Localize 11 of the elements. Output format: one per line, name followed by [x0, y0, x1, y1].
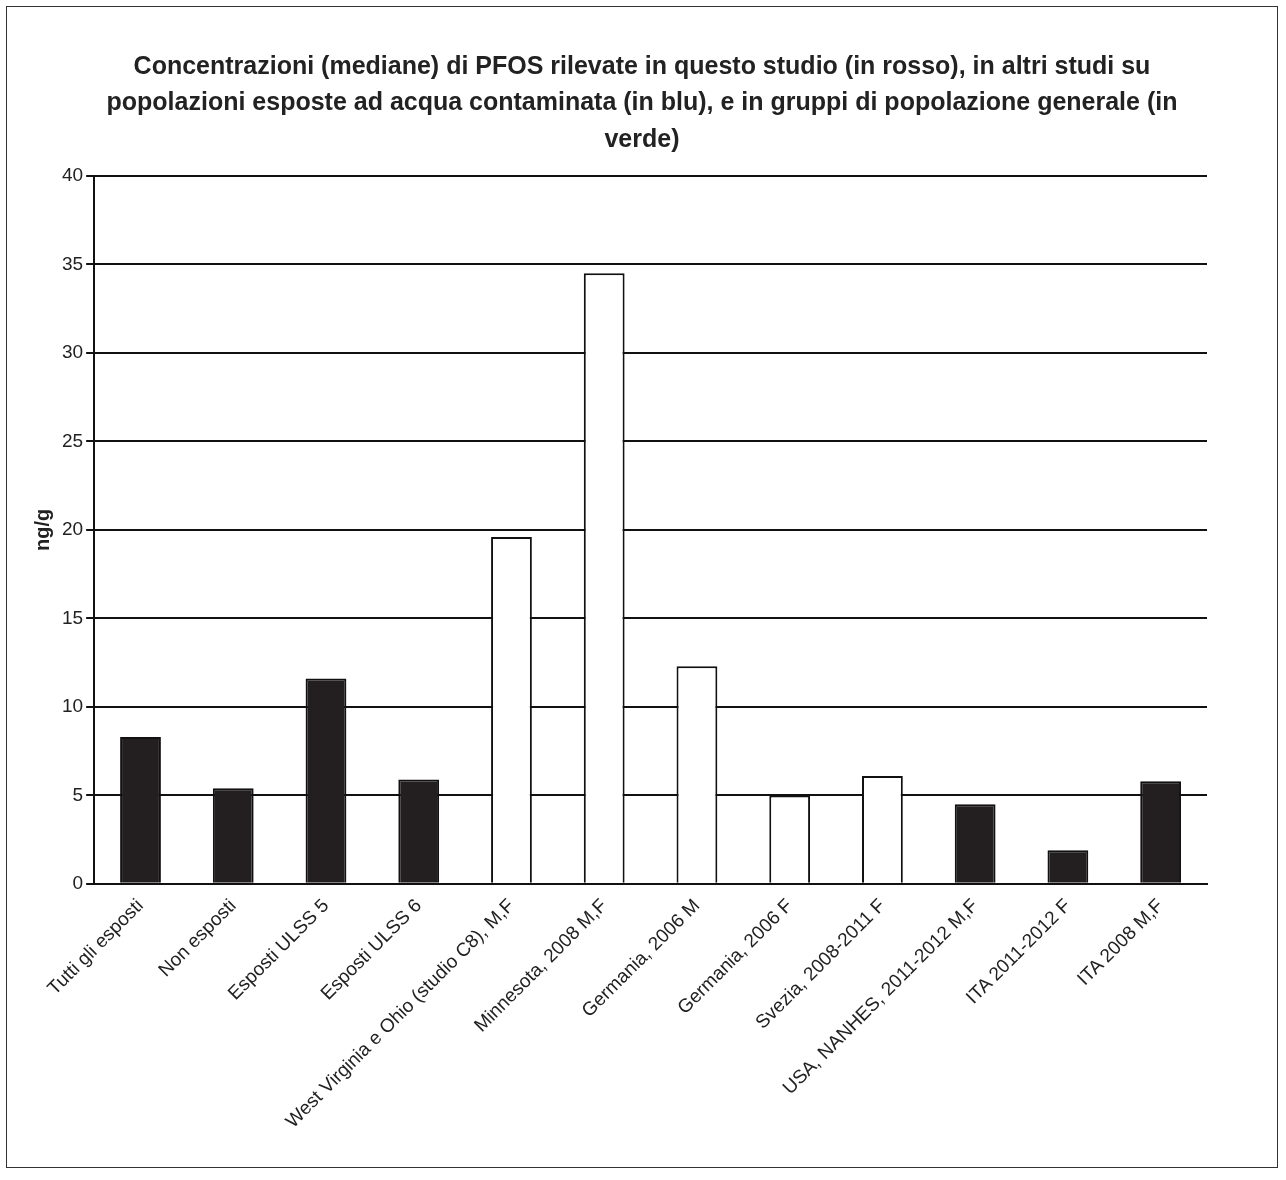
- y-tick-label: 15: [61, 606, 84, 628]
- y-tick-label: 40: [61, 163, 84, 185]
- y-tick-label: 30: [61, 340, 84, 362]
- y-tick-label: 0: [72, 871, 84, 893]
- y-tick-label: 10: [61, 694, 84, 716]
- y-axis-title: ng/g: [30, 508, 53, 551]
- y-tick-label: 5: [72, 783, 84, 805]
- y-tick-label: 20: [61, 517, 84, 539]
- chart-title: Concentrazioni (mediane) di PFOS rilevate in questo studio (in rosso), in altri studi su popolazioni esposte ad acqua contaminata (in blu), e in gruppi di popolazione generale (in verde): [105, 50, 1179, 154]
- y-tick-label: 25: [61, 429, 84, 451]
- y-tick-label: 35: [61, 252, 84, 274]
